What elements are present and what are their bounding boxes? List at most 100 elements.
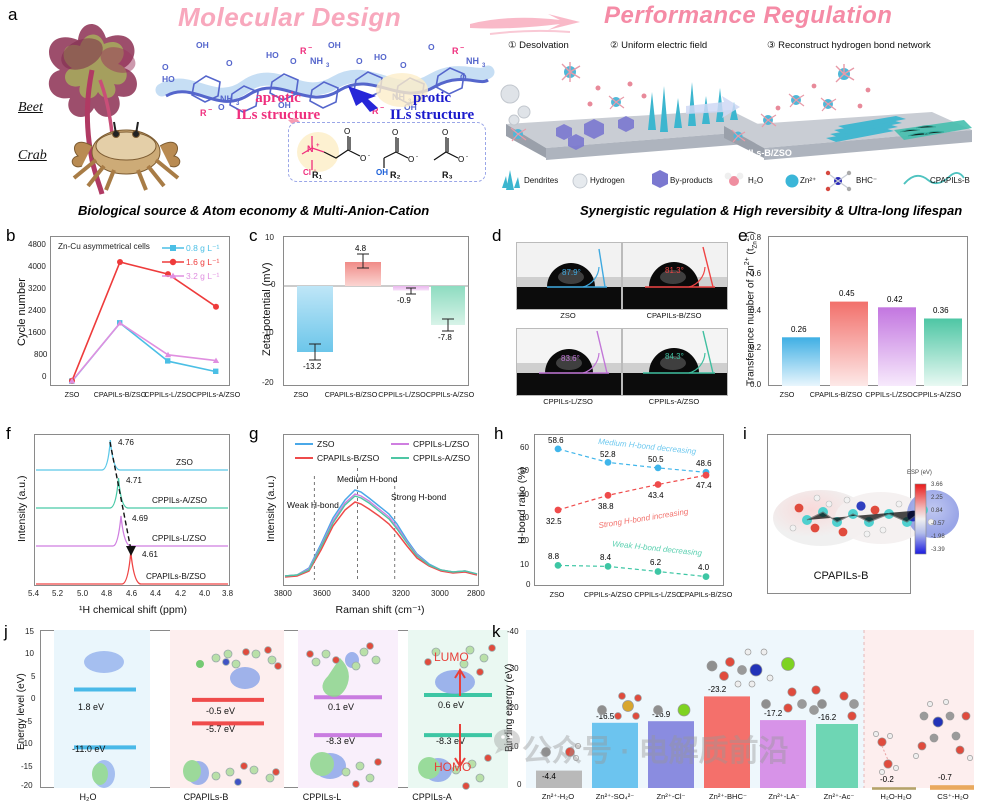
panel-j-label: j — [4, 622, 8, 641]
panel-h-value-med-2: 50.5 — [648, 455, 664, 464]
svg-text:O: O — [458, 155, 464, 164]
panel-h-value-weak-2: 6.2 — [650, 558, 662, 567]
panel-h-lines — [554, 445, 710, 580]
panel-k-ytick--20: -20 — [507, 703, 519, 712]
svg-text:NH: NH — [310, 56, 323, 66]
legend-dendrites: Dendrites — [524, 176, 559, 185]
panel-k-ytick--10: -10 — [507, 742, 519, 751]
svg-text:NH: NH — [220, 94, 233, 104]
svg-text:O: O — [460, 72, 467, 82]
svg-text:3: 3 — [326, 63, 330, 69]
svg-text:87.9°: 87.9° — [562, 268, 581, 277]
svg-text:R: R — [372, 106, 379, 116]
panel-b-ytick-1600: 1600 — [28, 328, 46, 337]
panel-g-ylabel: Intensity (a.u.) — [265, 475, 277, 542]
legend-zinc-ion: Zn²⁺ — [800, 176, 817, 185]
panel-j-homo-lumo-arrows — [454, 668, 466, 768]
protic-label: protic ILs structure — [372, 90, 492, 124]
panel-i-label: i — [743, 424, 747, 443]
zso-anode-schematic — [500, 62, 770, 160]
panel-k-value-0: -4.4 — [542, 772, 556, 781]
panel-j-ytick--10: -10 — [21, 739, 33, 748]
panel-h-value-strong-1: 38.8 — [598, 502, 614, 511]
panel-k-xtick-1: Zn²⁺-SO₄²⁻ — [595, 792, 635, 801]
beet-label: Beet — [18, 100, 43, 115]
panel-e: e Transference number of Zn2+ (tZn2+) 0.… — [690, 224, 981, 420]
panel-b-ytick-0: 0 — [42, 372, 47, 381]
panel-b-label: b — [6, 226, 16, 245]
svg-text:O: O — [408, 155, 414, 164]
beet-plant-image — [48, 23, 137, 195]
step-1-desolvation: ① Desolvation — [508, 40, 569, 51]
svg-text:O: O — [162, 62, 169, 72]
panel-f-trace-name-1: CPPILs-A/ZSO — [152, 496, 208, 505]
panel-b-ytick-4800: 4800 — [28, 240, 46, 249]
panel-b-legend-markers — [162, 245, 184, 279]
panel-f-trace-name-2: CPPILs-L/ZSO — [152, 534, 207, 543]
panel-c-label: c — [249, 226, 258, 245]
svg-text:−: − — [208, 107, 212, 114]
panel-j-xtick-0: H₂O — [79, 792, 97, 802]
panel-b-ytick-2400: 2400 — [28, 306, 46, 315]
panel-f-xtick-4.2: 4.2 — [175, 589, 187, 598]
panel-f-traces — [36, 439, 228, 585]
panel-j-ytick--5: -5 — [25, 717, 33, 726]
panel-c-value-3: -7.8 — [438, 333, 452, 342]
panel-k-value-2: -16.9 — [652, 710, 671, 719]
transition-arrow-icon — [686, 96, 740, 118]
panel-f-peak-3: 4.61 — [142, 550, 158, 559]
panel-g-traces — [284, 468, 478, 580]
esp-tick-4: -1.98 — [931, 534, 945, 540]
panel-b-legend-1.6: 1.6 g L⁻¹ — [186, 257, 220, 267]
molecular-design-title: Molecular Design — [178, 2, 402, 32]
panel-c-xtick-0: ZSO — [293, 390, 309, 399]
panel-c-xtick-3: CPPILs-A/ZSO — [425, 390, 475, 399]
panel-b-annotation: Zn-Cu asymmetrical cells — [58, 242, 150, 251]
svg-text:R: R — [300, 46, 307, 56]
panel-c-ytick-0: 0 — [271, 280, 276, 289]
svg-text:O: O — [356, 56, 363, 66]
r3-label: R₃ — [442, 170, 453, 180]
svg-text:O: O — [226, 58, 233, 68]
esp-colorbar — [914, 483, 927, 555]
panel-h-ytick-40: 40 — [520, 490, 529, 499]
panel-h-ytick-0: 0 — [526, 580, 531, 589]
panel-j-energy-levels — [54, 630, 508, 790]
panel-e-ytick-0.4: 0.4 — [750, 306, 762, 315]
svg-text:-: - — [314, 168, 316, 174]
panel-f-trace-name-3: CPAPILs-B/ZSO — [146, 572, 206, 581]
panel-g-legend-cppils-a: CPPILs-A/ZSO — [413, 453, 471, 463]
esp-tick-1: 2.25 — [931, 495, 943, 501]
panel-d-tile-label-cppils-l: CPPILs-L/ZSO — [543, 397, 593, 406]
panel-c: c Zeta potential (mV) 10 0 -10 -20 -13.2… — [245, 224, 475, 420]
aprotic-line1: aprotic — [255, 90, 301, 106]
panel-e-value-2: 0.42 — [887, 295, 903, 304]
panel-h: h H-bond ratio (%) 60 50 40 30 20 10 0 5… — [490, 422, 735, 620]
panel-d-tile-label-zso: ZSO — [560, 311, 576, 320]
panel-b-xtick-2: CPPILs-L/ZSO — [144, 390, 192, 399]
panel-g-legend-lines — [295, 443, 409, 459]
contact-angle-tile-cppils-a: 84.3° — [622, 328, 728, 396]
panel-c-value-0: -13.2 — [303, 362, 322, 371]
panel-c-ytick-10: 10 — [265, 233, 274, 242]
panel-c-bars — [283, 253, 469, 361]
panel-c-xtick-1: CPAPILs-B/ZSO — [324, 390, 378, 399]
panel-e-value-0: 0.26 — [791, 325, 807, 334]
panel-f-xtick-4.0: 4.0 — [199, 589, 211, 598]
panel-j-homo-cppils-l: -8.3 eV — [326, 736, 356, 746]
panel-j-xtick-1: CPAPILs-B — [183, 792, 229, 802]
panel-h-value-weak-1: 8.4 — [600, 553, 612, 562]
panel-g-xtick-3400: 3400 — [352, 589, 370, 598]
r2-label: R₂ — [390, 170, 401, 180]
panel-f-ylabel: Intensity (a.u.) — [16, 475, 28, 542]
svg-text:OH: OH — [196, 40, 209, 50]
panel-k-xtick-2: Zn²⁺-Cl⁻ — [656, 792, 686, 801]
panel-e-xtick-1: CPAPILs-B/ZSO — [809, 390, 863, 399]
svg-text:+: + — [316, 143, 320, 149]
panel-f-xtick-3.8: 3.8 — [222, 589, 234, 598]
panel-k-value-4: -17.2 — [764, 709, 783, 718]
panel-b: b Cycle number Zn-Cu asymmetrical cells … — [0, 224, 245, 420]
panel-h-value-weak-0: 8.8 — [548, 552, 560, 561]
panel-k-value-1: -16.5 — [596, 712, 615, 721]
panel-j-ytick--15: -15 — [21, 762, 33, 771]
